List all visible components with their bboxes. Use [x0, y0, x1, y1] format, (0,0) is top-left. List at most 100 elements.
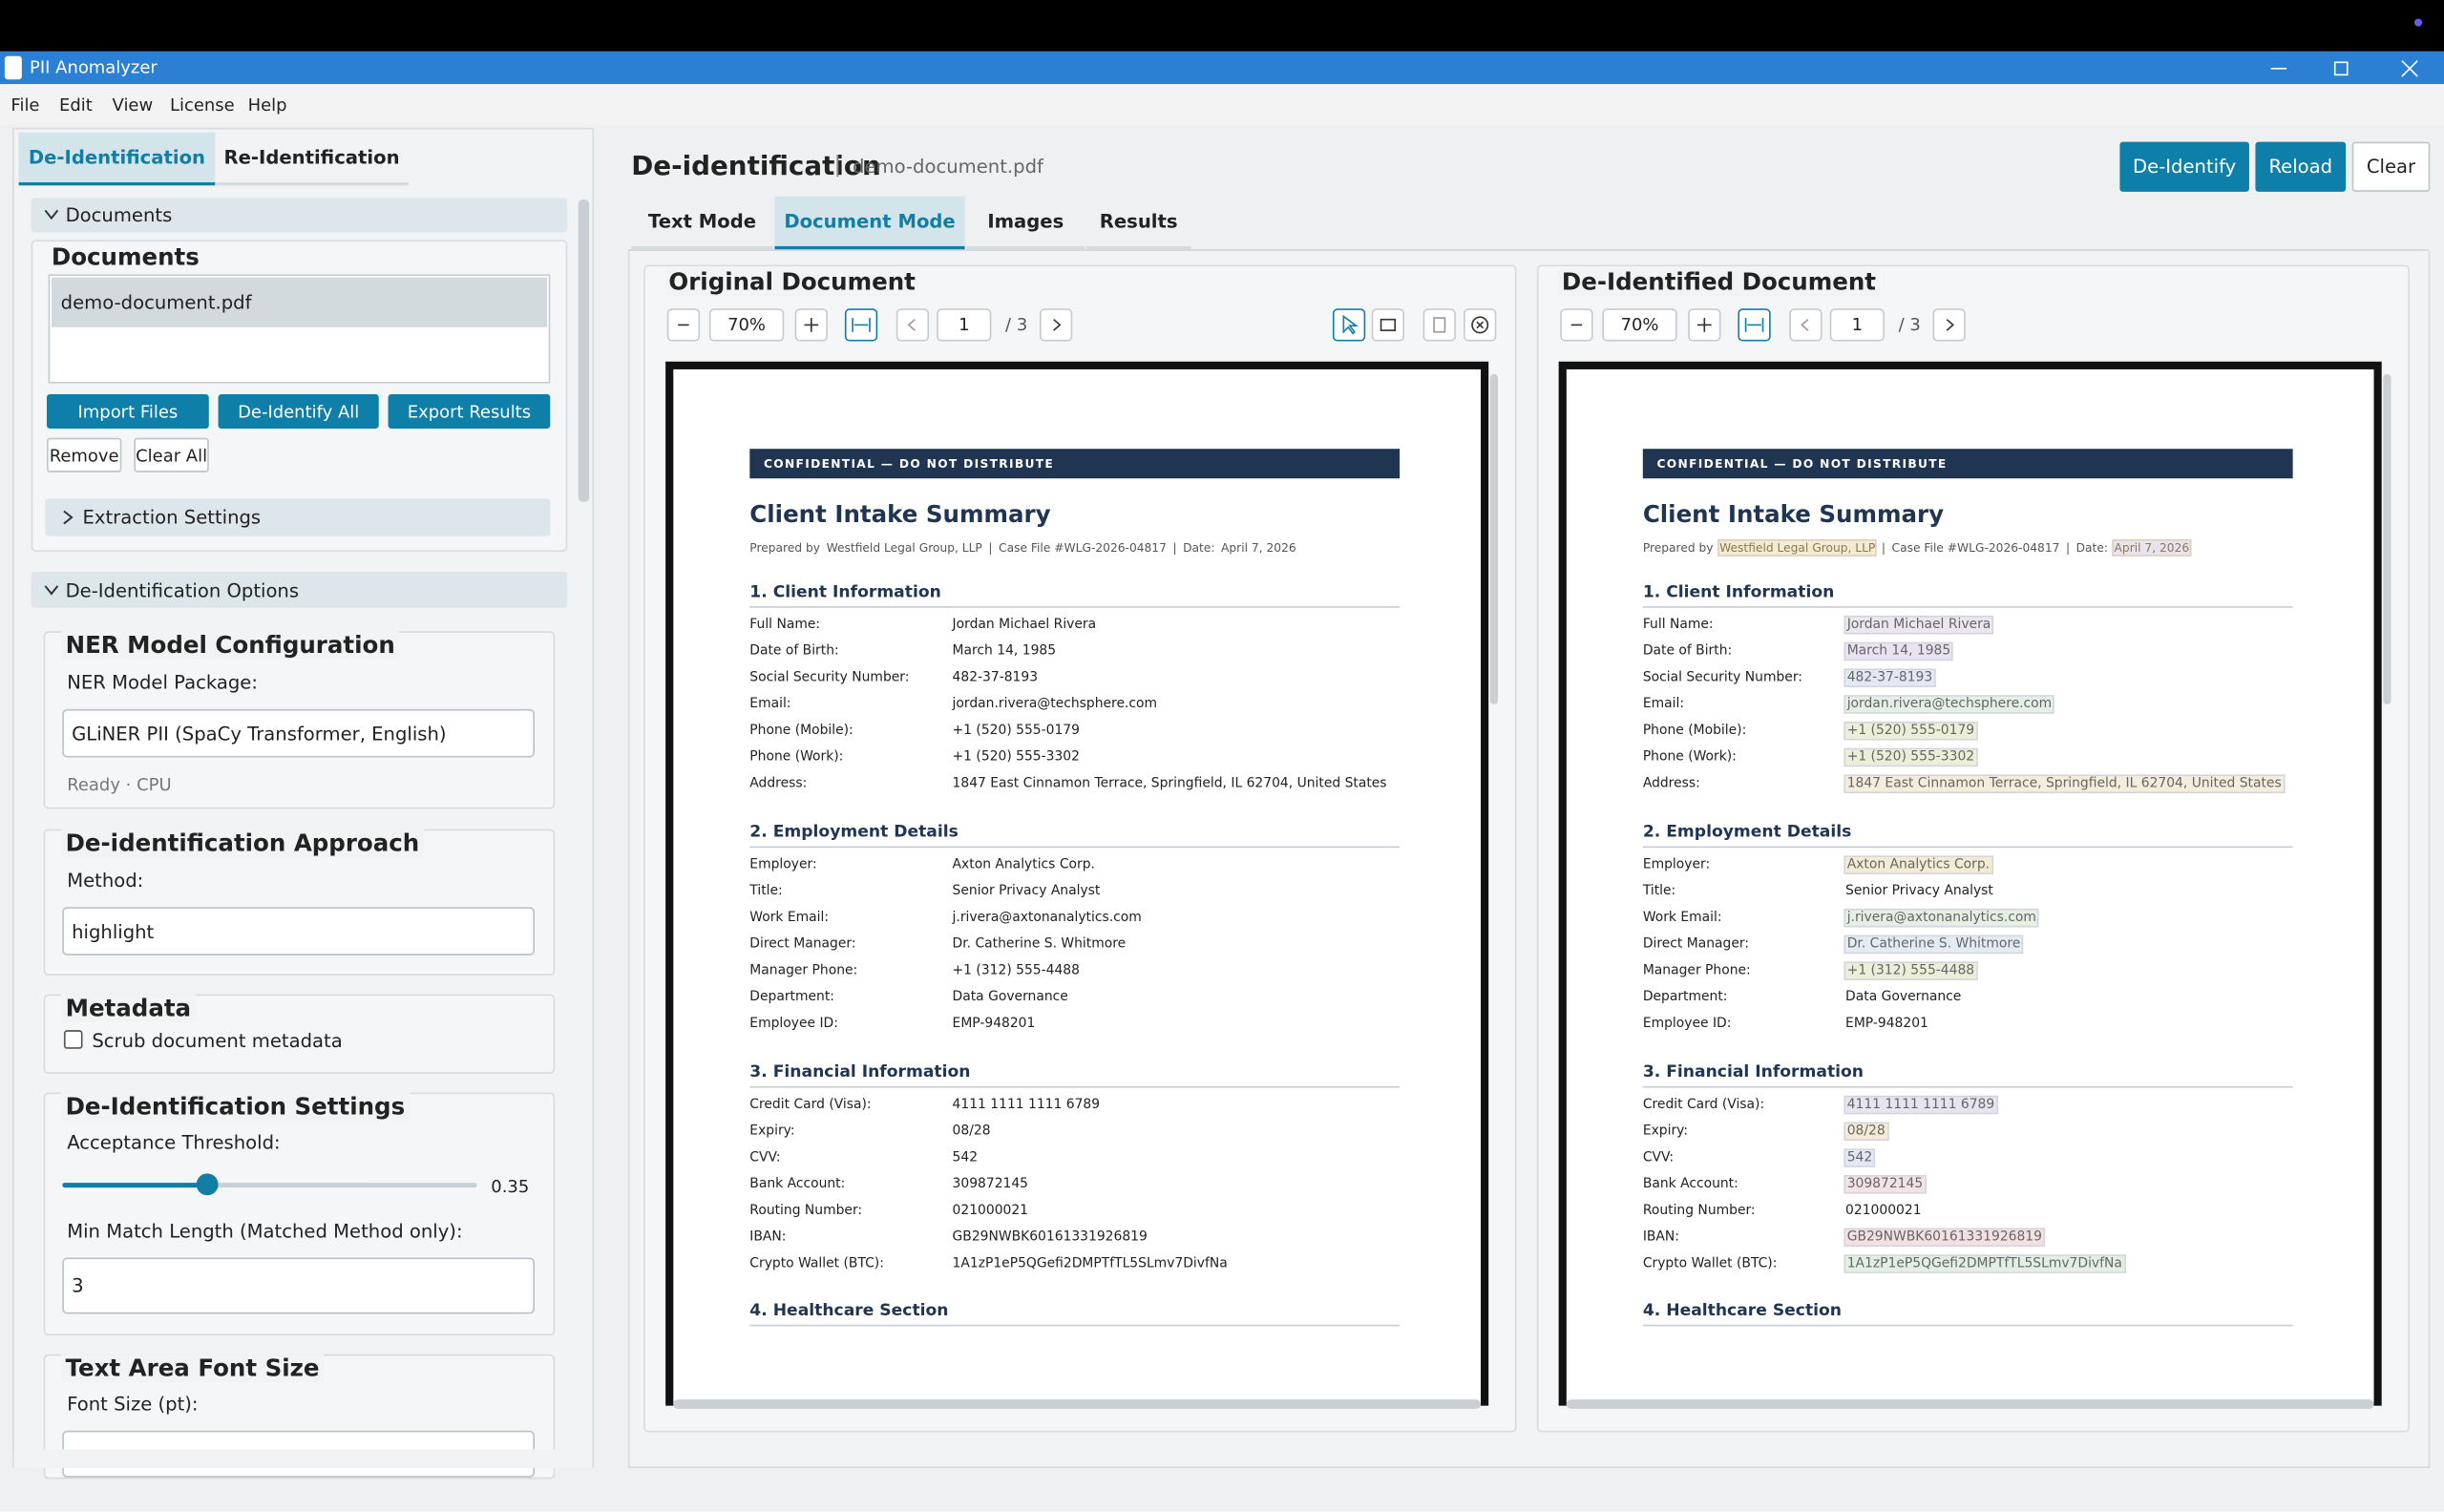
tool-button[interactable]	[1789, 308, 1822, 342]
page-field[interactable]: 1	[1829, 308, 1885, 342]
chevron[interactable]	[44, 584, 59, 597]
tool-button[interactable]	[1422, 308, 1456, 342]
page-field[interactable]: 1	[937, 308, 992, 342]
checkbox[interactable]	[63, 1030, 83, 1049]
tool-button[interactable]	[844, 308, 878, 342]
prepared-part: Case File #WLG-2026-04817	[999, 540, 1167, 556]
tool-button[interactable]	[895, 308, 930, 342]
button[interactable]: Import Files	[46, 394, 209, 429]
mode-tab[interactable]: Images	[966, 197, 1085, 250]
prepared-part: |	[988, 540, 993, 556]
tool-button[interactable]	[1371, 308, 1405, 342]
tool-icon[interactable]	[667, 308, 700, 341]
section-header[interactable]	[31, 572, 568, 608]
section-header[interactable]	[45, 498, 551, 536]
doc-value: Data Governance	[1845, 989, 1962, 1006]
status-text: Ready · CPU	[67, 774, 172, 795]
menu-item[interactable]: Help	[247, 94, 287, 116]
menu-item[interactable]: View	[112, 94, 154, 116]
doc-label: Social Security Number:	[1642, 670, 1802, 686]
tool-icon[interactable]	[1040, 308, 1072, 341]
button[interactable]: Clear All	[134, 437, 209, 472]
doc-value: 08/28	[1844, 1122, 1888, 1142]
doc-rule	[749, 606, 1401, 608]
doc-label: Title:	[749, 883, 783, 900]
doc-value: +1 (312) 555-4488	[952, 962, 1080, 979]
doc-value: 021000021	[952, 1203, 1029, 1219]
prepared-part: Prepared by	[749, 540, 821, 556]
doc-value: 4111 1111 1111 6789	[1844, 1095, 1998, 1115]
tab[interactable]: Re-Identification	[215, 133, 409, 186]
chevron[interactable]	[44, 209, 59, 221]
page: CONFIDENTIAL — DO NOT DISTRIBUTE Client I…	[673, 368, 1482, 1406]
tool-icon[interactable]	[1423, 308, 1456, 341]
doc-value: 482-37-8193	[952, 670, 1039, 686]
zoom-field[interactable]: 70%	[708, 308, 785, 342]
slider-fill	[62, 1183, 208, 1188]
text-input[interactable]: 3	[62, 1257, 535, 1314]
chevron[interactable]	[62, 510, 74, 525]
file-item[interactable]: demo-document.pdf	[51, 277, 548, 327]
button[interactable]: Remove	[46, 437, 122, 472]
h-scrollbar[interactable]	[673, 1399, 1482, 1409]
menu-item[interactable]: File	[11, 94, 40, 116]
doc-label: Department:	[749, 989, 834, 1006]
tool-icon[interactable]	[1932, 308, 1965, 341]
slider-knob[interactable]	[196, 1173, 219, 1196]
h-scrollbar[interactable]	[1566, 1399, 2374, 1409]
doc-heading: 2. Employment Details	[1642, 823, 1852, 842]
section-header[interactable]	[31, 198, 568, 233]
v-scrollbar[interactable]	[2383, 373, 2391, 704]
tool-button[interactable]	[1039, 308, 1073, 342]
tool-icon[interactable]	[1688, 308, 1720, 341]
section-header-text: Documents	[65, 203, 173, 226]
prepared-part: |	[1881, 540, 1886, 556]
mode-tab[interactable]: Text Mode	[631, 197, 773, 250]
prepared-part: April 7, 2026	[2112, 538, 2191, 556]
button[interactable]: Reload	[2255, 141, 2347, 192]
mode-tab[interactable]: Results	[1085, 197, 1191, 250]
doc-value: +1 (520) 555-3302	[1844, 747, 1978, 767]
tool-icon[interactable]	[896, 308, 929, 341]
tool-button[interactable]	[1332, 308, 1366, 342]
tool-icon[interactable]	[795, 308, 828, 341]
doc-banner: CONFIDENTIAL — DO NOT DISTRIBUTE	[749, 449, 1401, 479]
doc-value: Jordan Michael Rivera	[1844, 615, 1994, 635]
tool-icon[interactable]	[1560, 308, 1592, 341]
mode-tab[interactable]: Document Mode	[774, 196, 965, 250]
slider-track[interactable]	[62, 1183, 477, 1188]
doc-value: Data Governance	[952, 989, 1068, 1006]
menu-item[interactable]: License	[169, 94, 235, 116]
button[interactable]: Clear	[2351, 141, 2431, 192]
field-label: Font Size (pt):	[67, 1393, 199, 1416]
text-input[interactable]: GLiNER PII (SpaCy Transformer, English)	[62, 708, 535, 758]
tool-icon[interactable]	[1464, 308, 1496, 341]
doc-label: Department:	[1642, 989, 1728, 1006]
tool-icon[interactable]	[1738, 308, 1770, 341]
text-input[interactable]: highlight	[62, 907, 535, 956]
tool-icon[interactable]	[1372, 308, 1404, 341]
doc-value: March 14, 1985	[952, 643, 1057, 660]
doc-label: Title:	[1642, 883, 1676, 900]
slider-value: 0.35	[491, 1176, 530, 1197]
doc-label: Email:	[749, 696, 791, 713]
button[interactable]: De-Identify All	[218, 394, 379, 429]
tab[interactable]: De-Identification	[18, 132, 216, 186]
doc-label: Crypto Wallet (BTC):	[749, 1255, 884, 1272]
doc-label: Social Security Number:	[749, 670, 910, 686]
doc-value: March 14, 1985	[1844, 641, 1954, 662]
doc-value: +1 (520) 555-0179	[952, 723, 1080, 739]
tool-button[interactable]	[1932, 308, 1966, 342]
button[interactable]: De-Identify	[2119, 141, 2249, 192]
button[interactable]: Export Results	[388, 394, 551, 429]
tool-icon[interactable]	[1789, 308, 1822, 341]
menu-item[interactable]: Edit	[59, 94, 93, 116]
zoom-field[interactable]: 70%	[1602, 308, 1677, 342]
tool-icon[interactable]	[845, 308, 877, 341]
page-title: De-identification	[631, 151, 881, 183]
window-controls[interactable]	[2268, 57, 2424, 79]
v-scrollbar[interactable]	[1489, 373, 1498, 704]
tool-icon[interactable]	[1333, 308, 1365, 341]
doc-value: jordan.rivera@techsphere.com	[952, 696, 1158, 713]
group-title: Metadata	[60, 994, 196, 1023]
